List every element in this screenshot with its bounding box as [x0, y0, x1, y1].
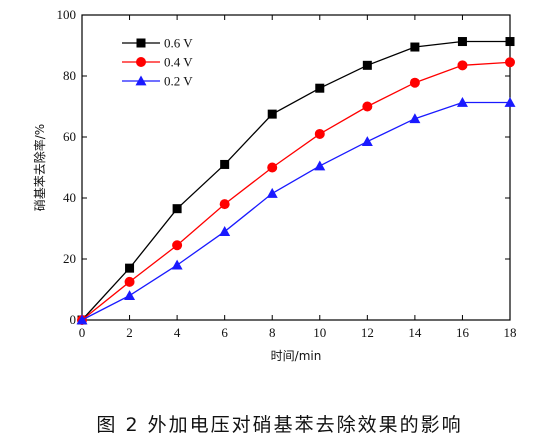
legend-entry: 0.6 V — [122, 36, 193, 51]
x-tick-label: 16 — [456, 325, 470, 340]
x-tick-label: 14 — [408, 325, 422, 340]
data-point-circle — [136, 57, 146, 67]
data-point-circle — [267, 162, 278, 173]
data-point-triangle — [314, 160, 326, 171]
data-point-circle — [409, 77, 420, 88]
axes: 0 2 4 6 8 10 12 14 16 18 0 20 40 60 80 100 时间/min 硝基苯去除率/… — [32, 7, 517, 363]
data-point-square — [172, 204, 182, 214]
y-axis-title: 硝基苯去除率/% — [32, 124, 47, 211]
plot-frame — [81, 14, 511, 321]
data-point-square — [315, 83, 325, 93]
data-point-triangle — [266, 187, 278, 198]
data-point-circle — [172, 240, 183, 251]
x-tick-label: 8 — [269, 325, 276, 340]
series-circle — [77, 57, 515, 325]
series-line — [81, 40, 510, 321]
data-point-square — [220, 159, 230, 169]
x-tick-label: 6 — [221, 325, 228, 340]
legend: 0.6 V 0.4 V 0.2 V — [122, 36, 193, 89]
series-layer — [76, 37, 516, 325]
x-tick-label: 18 — [504, 325, 517, 340]
series-triangle — [76, 97, 516, 325]
x-tick-label: 10 — [313, 325, 326, 340]
data-point-triangle — [124, 290, 136, 300]
y-tick-label: 40 — [63, 190, 76, 205]
x-axis-title: 时间/min — [271, 349, 322, 363]
y-tick-label: 20 — [63, 251, 76, 266]
y-tick-label: 0 — [70, 312, 77, 327]
data-point-circle — [124, 276, 135, 287]
data-point-triangle — [171, 259, 183, 270]
data-point-triangle — [135, 75, 147, 86]
data-point-circle — [219, 199, 230, 210]
y-tick-label: 80 — [63, 68, 76, 83]
y-tick-label: 60 — [63, 129, 76, 144]
data-point-triangle — [219, 226, 231, 236]
data-point-circle — [362, 101, 373, 112]
legend-label: 0.4 V — [164, 55, 193, 70]
data-point-triangle — [504, 97, 516, 107]
legend-entry: 0.4 V — [122, 55, 193, 70]
plot-area — [81, 14, 511, 321]
data-point-circle — [314, 128, 325, 139]
x-tick-label: 0 — [79, 325, 86, 340]
data-point-circle — [505, 57, 515, 68]
x-tick-label: 2 — [126, 325, 133, 340]
series-line — [81, 61, 511, 321]
chart: 0 2 4 6 8 10 12 14 16 18 0 20 40 60 80 100 时间/min 硝基苯去除率/… — [32, 7, 517, 363]
figure-caption: 图 2 外加电压对硝基苯去除效果的影响 — [96, 414, 463, 436]
series-line — [81, 101, 510, 321]
x-tick-label: 12 — [361, 325, 374, 340]
data-point-square — [267, 109, 277, 119]
data-point-square — [410, 42, 420, 52]
legend-label: 0.6 V — [164, 36, 193, 51]
data-point-square — [457, 37, 467, 47]
data-point-triangle — [409, 113, 421, 124]
data-point-circle — [457, 60, 468, 71]
data-point-square — [505, 37, 515, 47]
x-tick-label: 4 — [174, 325, 181, 340]
data-point-triangle — [361, 136, 373, 146]
data-point-triangle — [456, 97, 468, 107]
data-point-square — [362, 60, 372, 70]
legend-entry: 0.2 V — [122, 74, 193, 89]
y-tick-label: 100 — [57, 7, 77, 22]
data-point-square — [136, 38, 146, 48]
data-point-square — [125, 263, 135, 273]
data-point-triangle — [76, 314, 88, 325]
legend-label: 0.2 V — [164, 74, 193, 89]
